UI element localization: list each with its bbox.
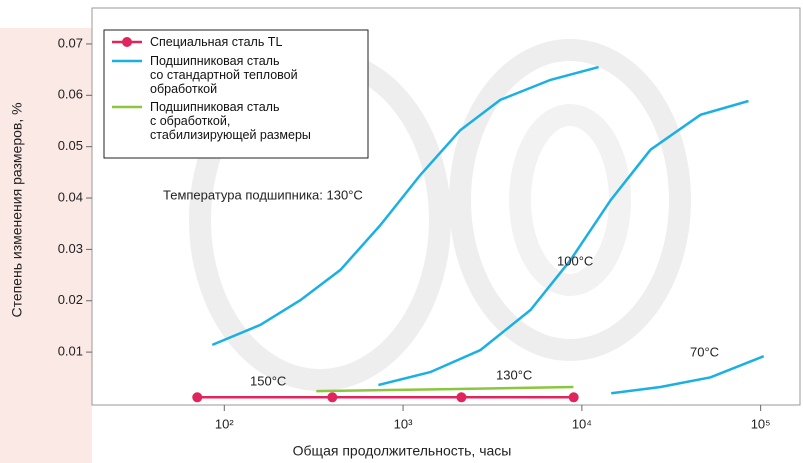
y-tick-label: 0.06: [58, 87, 83, 102]
y-tick-label: 0.03: [58, 241, 83, 256]
legend-label: Подшипниковая сталь с обработкой, стабил…: [150, 100, 365, 142]
annotation: 70°C: [690, 344, 719, 359]
series-marker: [569, 392, 579, 402]
series-marker: [327, 392, 337, 402]
y-tick-label: 0.01: [58, 344, 83, 359]
x-tick-label: 10⁵: [751, 416, 771, 431]
legend-label: Подшипниковая сталь со стандартной тепло…: [150, 54, 365, 96]
chart: Степень изменения размеров, % Общая прод…: [0, 0, 803, 463]
annotation: Температура подшипника: 130°C: [163, 187, 363, 202]
page: {"chart_data":{"type":"line","log_x":tru…: [0, 0, 803, 463]
y-axis-label: Степень изменения размеров, %: [9, 102, 25, 317]
y-tick-label: 0.02: [58, 292, 83, 307]
legend: Специальная сталь TL Подшипниковая сталь …: [104, 30, 368, 158]
legend-label: Специальная сталь TL: [150, 35, 365, 49]
x-tick-label: 10²: [215, 416, 234, 431]
annotation: 130°C: [496, 367, 532, 382]
y-tick-label: 0.07: [58, 35, 83, 50]
x-axis-label: Общая продолжительность, часы: [293, 443, 512, 459]
y-tick-label: 0.04: [58, 189, 83, 204]
x-tick-label: 10⁴: [572, 416, 592, 431]
series-marker: [192, 392, 202, 402]
annotation: 150°C: [250, 373, 286, 388]
annotation: 100°C: [557, 253, 593, 268]
legend-item: Подшипниковая сталь со стандартной тепло…: [150, 54, 365, 104]
x-tick-label: 10³: [394, 416, 413, 431]
y-tick-label: 0.05: [58, 138, 83, 153]
legend-marker: [122, 37, 132, 47]
series-marker: [456, 392, 466, 402]
legend-item: Подшипниковая сталь с обработкой, стабил…: [150, 100, 365, 150]
